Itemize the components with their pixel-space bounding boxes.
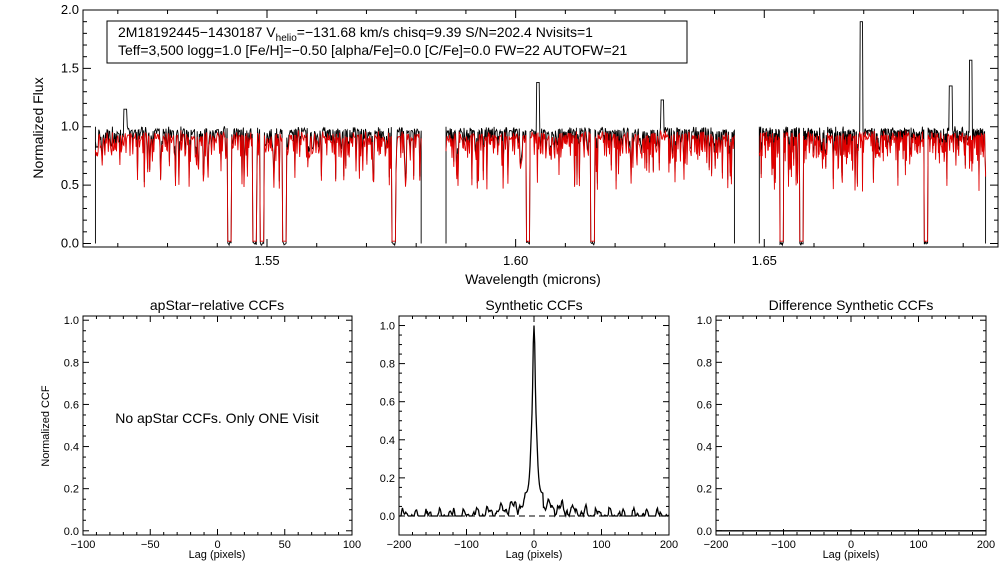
- x-tick-label: −100: [771, 539, 796, 551]
- x-tick-label: 0: [531, 539, 537, 551]
- synthetic-ccf-frame: [398, 315, 670, 536]
- x-tick-label: 100: [592, 539, 610, 551]
- x-tick-label: 1.65: [752, 253, 777, 268]
- info-helio-subscript: helio: [276, 33, 298, 44]
- x-tick-label: 100: [909, 539, 927, 551]
- synthetic-ccf-line: [399, 325, 670, 518]
- x-tick-label: 0: [214, 539, 220, 551]
- synthetic-ccf-ticks: −200 −100 0 100 200 0.0 0.2 0.4 0.6 0.8 1.0: [380, 316, 678, 551]
- y-tick-label: 0.5: [61, 177, 79, 192]
- x-tick-label: −100: [454, 539, 479, 551]
- y-tick-label: 0.0: [380, 511, 395, 523]
- spectrum-panel: 1.55 1.60 1.65 0.0 0.5 1.0 1.5 2.0 2M18192445−1…: [30, 2, 999, 287]
- x-tick-label: 1.55: [254, 253, 279, 268]
- difference-ccf-ticks: −200 −100 0 100 200 0.0 0.2 0.4 0.6 0.8 1.0: [697, 315, 995, 551]
- x-tick-label: −200: [704, 539, 729, 551]
- y-tick-label: 1.0: [61, 119, 79, 134]
- info-star-velocity-label: 2M18192445−1430187 V: [118, 24, 276, 40]
- model-spectrum-chip: [94, 130, 422, 242]
- y-tick-label: 0.0: [64, 526, 79, 538]
- difference-ccf-title: Difference Synthetic CCFs: [769, 297, 934, 313]
- synthetic-ccf-title: Synthetic CCFs: [485, 297, 582, 313]
- y-tick-label: 0.2: [380, 473, 395, 485]
- difference-ccf-panel: Difference Synthetic CCFs −200 −100 0 100 20…: [697, 297, 995, 561]
- y-tick-label: 0.2: [64, 484, 79, 496]
- info-line-1: 2M18192445−1430187 Vhelio=−131.68 km/s c…: [118, 24, 593, 44]
- y-tick-label: 0.8: [380, 359, 395, 371]
- x-tick-label: −50: [141, 539, 160, 551]
- y-tick-label: 0.4: [64, 442, 79, 454]
- y-tick-label: 0.8: [64, 357, 79, 369]
- info-line-2: Teff=3,500 logg=1.0 [Fe/H]=−0.50 [alpha/…: [118, 42, 627, 58]
- x-tick-label: 200: [977, 539, 995, 551]
- x-tick-label: 1.60: [503, 253, 528, 268]
- x-tick-label: 100: [343, 539, 361, 551]
- spectrum-model-series: [94, 130, 987, 242]
- spectrum-xlabel: Wavelength (microns): [465, 271, 601, 287]
- apstar-ccf-title: apStar−relative CCFs: [150, 297, 284, 313]
- spectrum-ylabel: Normalized Flux: [30, 77, 46, 178]
- apstar-ccf-ticks: −100 −50 0 50 100 0.0 0.2 0.4 0.6 0.8 1.0: [64, 315, 361, 551]
- y-tick-label: 0.0: [61, 235, 79, 250]
- spectrum-frame: [82, 9, 999, 248]
- apstar-ccf-ylabel: Normalized CCF: [40, 385, 52, 467]
- y-tick-label: 0.4: [380, 435, 395, 447]
- difference-ccf-frame: [715, 315, 987, 536]
- x-tick-label: 50: [279, 539, 291, 551]
- apstar-ccf-annotation: No apStar CCFs. Only ONE Visit: [115, 410, 319, 426]
- y-tick-label: 0.2: [697, 484, 712, 496]
- x-tick-label: 200: [660, 539, 678, 551]
- model-spectrum-chip: [758, 130, 987, 242]
- x-tick-label: −200: [387, 539, 412, 551]
- y-tick-label: 0.0: [697, 526, 712, 538]
- model-spectrum-chip: [445, 130, 735, 242]
- x-tick-label: −100: [71, 539, 96, 551]
- y-tick-label: 1.0: [380, 321, 395, 333]
- apstar-ccf-panel: apStar−relative CCFs −100 −50 0 50 100 0.0 0.2…: [40, 297, 361, 561]
- y-tick-label: 1.0: [64, 315, 79, 327]
- y-tick-label: 0.8: [697, 357, 712, 369]
- apstar-ccf-xlabel: Lag (pixels): [189, 549, 246, 561]
- spectrum-ticks: 1.55 1.60 1.65 0.0 0.5 1.0 1.5 2.0: [61, 2, 998, 268]
- y-tick-label: 0.6: [380, 397, 395, 409]
- y-tick-label: 1.5: [61, 60, 79, 75]
- x-tick-label: 0: [848, 539, 854, 551]
- synthetic-ccf-panel: Synthetic CCFs −200 −100 0 100 200 0.0 0.2 0.4 0…: [380, 297, 678, 561]
- info-stats: =−131.68 km/s chisq=9.39 S/N=202.4 Nvisi…: [297, 24, 593, 40]
- y-tick-label: 0.6: [64, 399, 79, 411]
- y-tick-label: 2.0: [61, 2, 79, 17]
- info-box: [106, 20, 688, 64]
- y-tick-label: 0.6: [697, 399, 712, 411]
- difference-ccf-xlabel: Lag (pixels): [823, 549, 880, 561]
- y-tick-label: 1.0: [697, 315, 712, 327]
- y-tick-label: 0.4: [697, 442, 712, 454]
- synthetic-ccf-xlabel: Lag (pixels): [506, 549, 563, 561]
